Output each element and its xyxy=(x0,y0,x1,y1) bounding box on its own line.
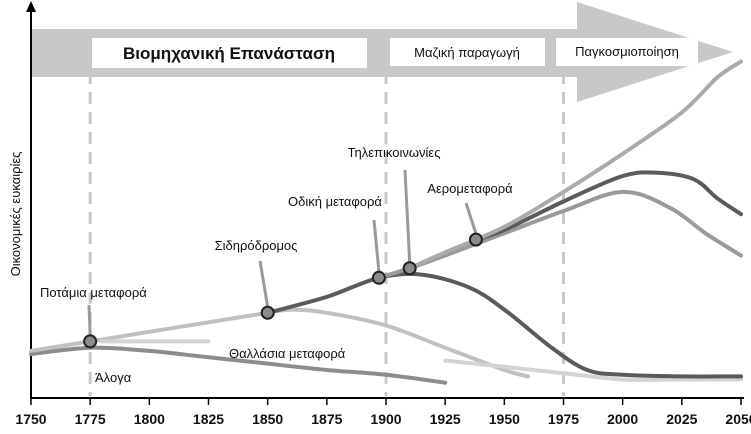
era-box-mass-production xyxy=(390,38,545,66)
line-annotations: Θαλλάσια μεταφορά Άλογα xyxy=(95,346,346,385)
marker-leader-4 xyxy=(464,202,478,235)
x-tick-label-1825: 1825 xyxy=(193,411,224,427)
x-tick-label-1900: 1900 xyxy=(370,411,401,427)
marker-label-2: Οδική μεταφορά xyxy=(288,194,382,209)
adoption-marker-2 xyxy=(371,270,386,285)
marker-label-4: Αερομεταφορά xyxy=(427,181,513,196)
adoption-markers xyxy=(83,232,483,349)
series-line-thalassia_b xyxy=(443,358,743,382)
x-tick-label-1800: 1800 xyxy=(134,411,165,427)
x-tick-label-1950: 1950 xyxy=(489,411,520,427)
series-line-alogo xyxy=(29,345,448,385)
x-axis-ticks: 1750 1775 1800 1825 1850 1875 1900 1925 1950 1975… xyxy=(15,398,751,427)
series-line-potamia xyxy=(29,307,530,379)
marker-label-1: Σιδηρόδρομος xyxy=(215,238,298,253)
adoption-marker-4 xyxy=(468,232,483,247)
series-lines xyxy=(29,59,743,385)
x-tick-label-1775: 1775 xyxy=(75,411,106,427)
era-label-globalization: Παγκοσμιοποίηση xyxy=(575,44,679,59)
x-tick-label-1875: 1875 xyxy=(311,411,342,427)
x-tick-label-2000: 2000 xyxy=(607,411,638,427)
marker-label-3: Τηλεπικοινωνίες xyxy=(348,145,441,160)
adoption-marker-0 xyxy=(83,334,98,349)
y-axis-arrowhead xyxy=(26,1,36,12)
x-tick-label-1925: 1925 xyxy=(430,411,461,427)
line-annotation-0: Θαλλάσια μεταφορά xyxy=(229,346,346,361)
marker-callouts: Ποτάμια μεταφορά Σιδηρόδρομος Οδική μεταφο… xyxy=(40,145,513,336)
era-box-globalization xyxy=(556,38,698,66)
marker-leader-3 xyxy=(403,169,412,263)
x-tick-label-1750: 1750 xyxy=(15,411,46,427)
x-tick-label-2050: 2050 xyxy=(725,411,751,427)
era-box-industrial xyxy=(92,38,367,68)
marker-leader-1 xyxy=(258,260,270,308)
series-line-aero xyxy=(473,170,743,242)
adoption-marker-1 xyxy=(260,305,275,320)
x-tick-label-2025: 2025 xyxy=(666,411,697,427)
series-line-tilepikoinonies xyxy=(407,59,743,271)
era-label-mass-production: Μαζική παραγωγή xyxy=(414,45,520,60)
marker-label-0: Ποτάμια μεταφορά xyxy=(40,285,147,300)
marker-leader-0 xyxy=(87,304,92,336)
era-label-industrial: Βιομηχανική Επανάσταση xyxy=(123,44,335,63)
line-annotation-1: Άλογα xyxy=(95,370,132,385)
series-line-sidirodromos xyxy=(265,271,743,379)
x-tick-label-1850: 1850 xyxy=(252,411,283,427)
era-banner: Βιομηχανική Επανάσταση Μαζική παραγωγή Π… xyxy=(32,2,733,102)
adoption-marker-3 xyxy=(402,261,417,276)
y-axis-label: Οικονομικές ευκαιρίες xyxy=(8,152,23,277)
marker-leader-2 xyxy=(372,219,381,272)
axes: Οικονομικές ευκαιρίες xyxy=(8,1,744,399)
era-banner-arrow xyxy=(32,2,733,102)
x-tick-label-1975: 1975 xyxy=(548,411,579,427)
